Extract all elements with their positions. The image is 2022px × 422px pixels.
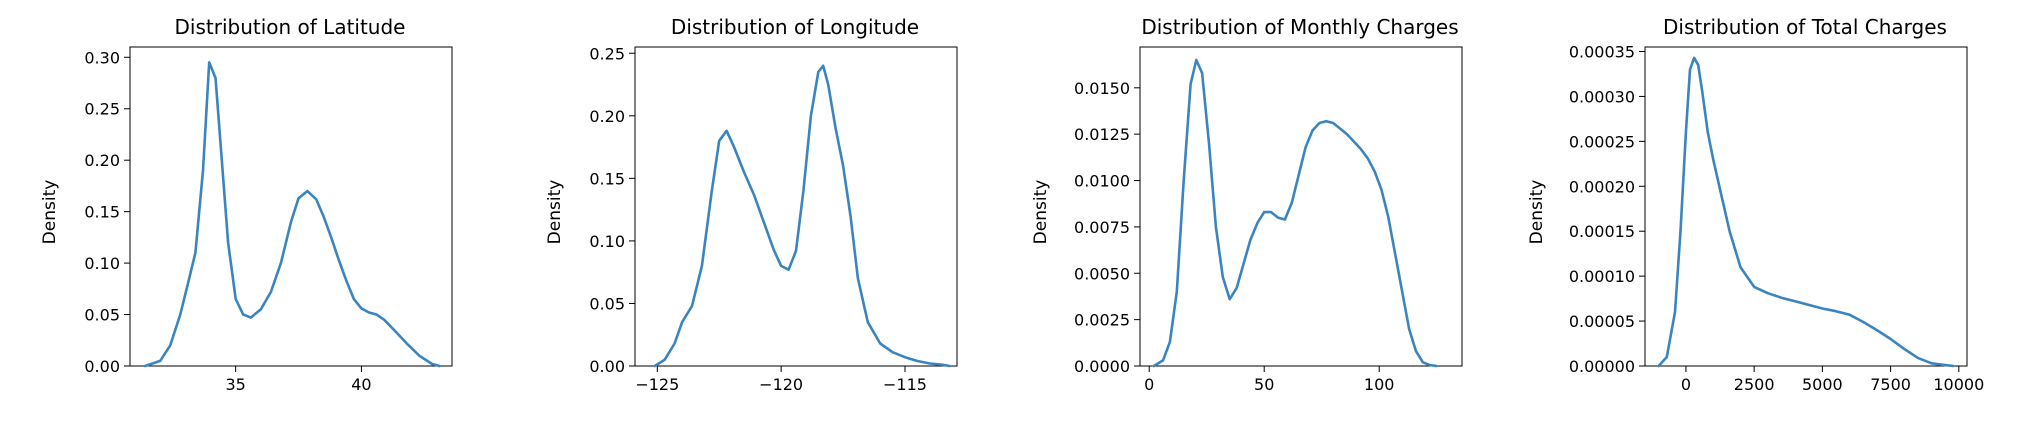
y-tick-label: 0.05 xyxy=(84,306,120,325)
y-tick-label: 0.25 xyxy=(84,100,120,119)
y-tick-label: 0.00 xyxy=(589,357,625,376)
y-tick-label: 0.15 xyxy=(589,169,625,188)
monthly-charges-density-panel: Distribution of Monthly Charges Density … xyxy=(1031,15,1463,394)
y-tick-label: 0.0075 xyxy=(1074,218,1130,237)
y-tick-label: 0.15 xyxy=(84,203,120,222)
y-tick-label: 0.0025 xyxy=(1074,311,1130,330)
y-tick-label: 0.05 xyxy=(589,294,625,313)
y-tick-label: 0.00035 xyxy=(1569,42,1635,61)
x-tick-label: 0 xyxy=(1681,375,1691,394)
y-tick-label: 0.0100 xyxy=(1074,172,1130,191)
chart-title: Distribution of Total Charges xyxy=(1663,15,1947,39)
chart-title: Distribution of Longitude xyxy=(671,15,919,39)
y-tick-label: 0.0125 xyxy=(1074,125,1130,144)
y-axis-label: Density xyxy=(40,180,60,245)
density-curve xyxy=(653,64,951,368)
plot-area xyxy=(634,46,958,367)
y-axis-label: Density xyxy=(1031,180,1051,245)
density-curve xyxy=(143,61,441,368)
density-curve xyxy=(1657,56,1955,368)
y-tick-label: 0.00 xyxy=(84,357,120,376)
y-tick-label: 0.00025 xyxy=(1569,132,1635,151)
plot-area xyxy=(1644,46,1968,367)
plot-area xyxy=(1139,46,1463,367)
x-tick-label: 5000 xyxy=(1802,375,1843,394)
x-tick-label: 0 xyxy=(1144,375,1154,394)
y-tick-label: 0.10 xyxy=(589,232,625,251)
y-tick-label: 0.00030 xyxy=(1569,87,1635,106)
x-tick-label: 50 xyxy=(1254,375,1274,394)
y-axis-label: Density xyxy=(545,180,565,245)
x-tick-label: 40 xyxy=(351,375,371,394)
x-tick-label: 35 xyxy=(225,375,245,394)
y-tick-label: 0.0150 xyxy=(1074,79,1130,98)
density-curve xyxy=(1152,58,1438,368)
y-tick-label: 0.00000 xyxy=(1569,357,1635,376)
y-tick-label: 0.00020 xyxy=(1569,177,1635,196)
latitude-density-panel: Distribution of Latitude Density 0.00 0.0… xyxy=(40,15,453,394)
y-tick-label: 0.00005 xyxy=(1569,312,1635,331)
y-tick-label: 0.10 xyxy=(84,254,120,273)
x-tick-label: 10000 xyxy=(1933,375,1984,394)
x-tick-label: 7500 xyxy=(1870,375,1911,394)
plot-area xyxy=(129,46,453,367)
total-charges-density-panel: Distribution of Total Charges Density 0.… xyxy=(1527,15,1984,394)
x-tick-label: 100 xyxy=(1364,375,1395,394)
x-tick-label: 2500 xyxy=(1734,375,1775,394)
y-tick-label: 0.0050 xyxy=(1074,264,1130,283)
chart-title: Distribution of Latitude xyxy=(175,15,406,39)
y-tick-label: 0.00015 xyxy=(1569,222,1635,241)
x-tick-label: −115 xyxy=(883,375,927,394)
y-tick-label: 0.0000 xyxy=(1074,357,1130,376)
x-tick-label: −120 xyxy=(759,375,803,394)
y-tick-label: 0.00010 xyxy=(1569,267,1635,286)
y-axis-label: Density xyxy=(1527,180,1547,245)
y-tick-label: 0.20 xyxy=(84,151,120,170)
y-tick-label: 0.20 xyxy=(589,107,625,126)
y-tick-label: 0.25 xyxy=(589,44,625,63)
y-tick-label: 0.30 xyxy=(84,48,120,67)
chart-title: Distribution of Monthly Charges xyxy=(1141,15,1458,39)
x-tick-label: −125 xyxy=(635,375,679,394)
longitude-density-panel: Distribution of Longitude Density 0.00 0.… xyxy=(545,15,958,394)
